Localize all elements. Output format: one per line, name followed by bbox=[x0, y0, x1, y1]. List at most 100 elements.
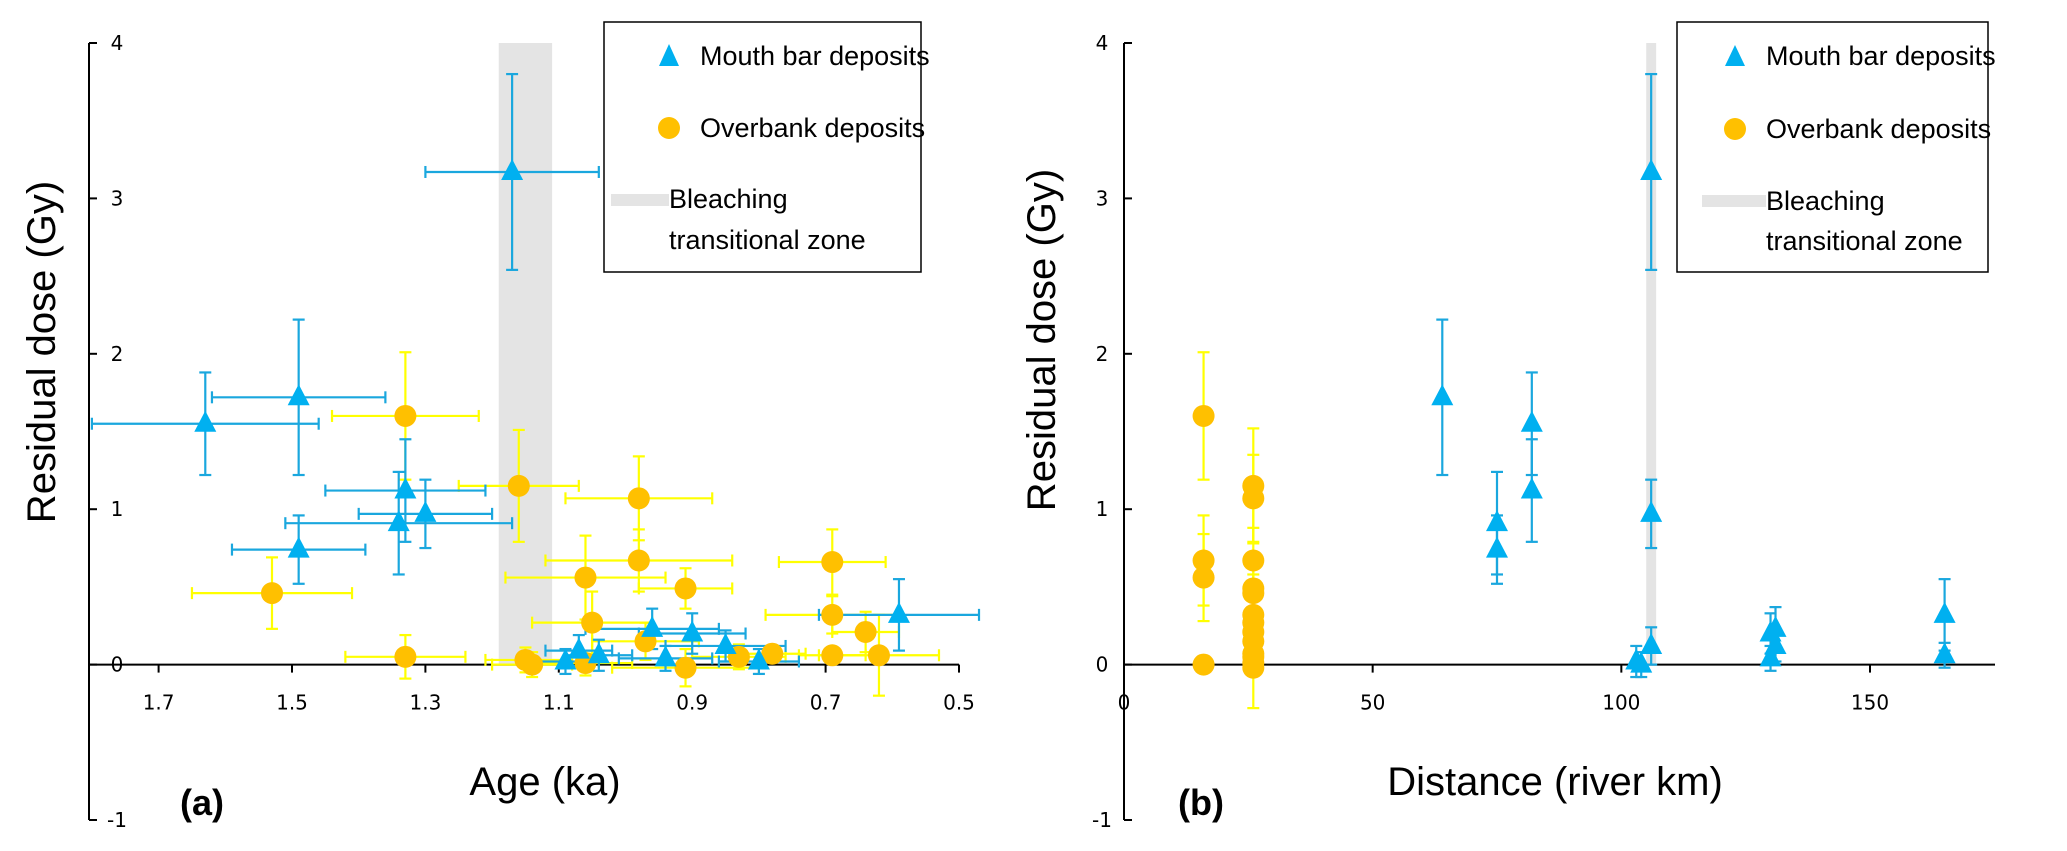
overbank-point bbox=[574, 566, 597, 589]
overbank-point bbox=[854, 620, 877, 643]
overbank-point bbox=[1192, 566, 1215, 589]
x-tick-label: 0 bbox=[1118, 691, 1131, 715]
y-tick-label: 3 bbox=[111, 186, 124, 210]
overbank-point bbox=[674, 656, 697, 679]
mouth-bar-point bbox=[1520, 410, 1543, 432]
mouth-bar-point bbox=[714, 632, 737, 654]
overbank-point bbox=[507, 474, 530, 497]
mouth-bar-point bbox=[501, 158, 524, 180]
legend-zone-label-line2: transitional zone bbox=[1766, 226, 1963, 256]
overbank-point bbox=[260, 582, 283, 605]
y-tick-label: 1 bbox=[111, 497, 124, 521]
panel-b-axes: 4 3 2 1 0 -1 0 50 100 150 bbox=[1092, 31, 1995, 832]
legend-mouth-bar-label: Mouth bar deposits bbox=[700, 41, 930, 71]
y-tick-label: 2 bbox=[111, 342, 124, 366]
y-tick-label: 3 bbox=[1096, 186, 1109, 210]
mouth-bar-point bbox=[1640, 158, 1663, 180]
overbank-point bbox=[867, 644, 890, 667]
mouth-bar-point bbox=[287, 384, 310, 406]
x-tick-label: 0.7 bbox=[810, 691, 842, 715]
legend-zone-swatch bbox=[611, 194, 669, 206]
panel-a-x-axis-title: Age (ka) bbox=[469, 760, 620, 804]
panel-b-distance-plot: 4 3 2 1 0 -1 0 50 100 150 Residual dose (Gy) Dist… bbox=[1020, 21, 1996, 832]
panel-b-x-axis-title: Distance (river km) bbox=[1387, 760, 1723, 804]
mouth-bar-point bbox=[1759, 645, 1782, 667]
legend-circle-icon bbox=[658, 117, 680, 139]
mouth-bar-point bbox=[567, 637, 590, 659]
x-tick-label: 0.9 bbox=[676, 691, 708, 715]
y-tick-label: 0 bbox=[1096, 653, 1109, 677]
legend-overbank-label: Overbank deposits bbox=[1766, 114, 1991, 144]
mouth-bar-point bbox=[681, 620, 704, 642]
overbank-point bbox=[581, 611, 604, 634]
x-tick-label: 50 bbox=[1360, 691, 1385, 715]
legend-zone-label-line2: transitional zone bbox=[669, 225, 866, 255]
x-tick-label: 150 bbox=[1851, 691, 1889, 715]
overbank-point bbox=[821, 603, 844, 626]
overbank-point bbox=[1242, 656, 1265, 679]
y-tick-label: -1 bbox=[107, 808, 127, 832]
overbank-point bbox=[1242, 549, 1265, 572]
mouth-bar-point bbox=[1640, 500, 1663, 522]
mouth-bar-point bbox=[1933, 601, 1956, 623]
legend-zone-label-line1: Bleaching bbox=[669, 184, 788, 214]
panel-a-label: (a) bbox=[180, 782, 224, 823]
bleaching-zone-band bbox=[498, 43, 553, 665]
bleaching-zone-band bbox=[1646, 43, 1657, 665]
legend-overbank-label: Overbank deposits bbox=[700, 113, 925, 143]
overbank-point bbox=[627, 487, 650, 510]
y-tick-label: -1 bbox=[1092, 808, 1112, 832]
x-tick-label: 1.7 bbox=[143, 691, 175, 715]
x-tick-label: 1.3 bbox=[409, 691, 441, 715]
panel-a-y-axis-title: Residual dose (Gy) bbox=[20, 181, 64, 523]
mouth-bar-point bbox=[1630, 651, 1653, 673]
legend-circle-icon bbox=[1724, 118, 1746, 140]
mouth-bar-point bbox=[1486, 536, 1508, 558]
y-tick-label: 1 bbox=[1096, 497, 1109, 521]
bleaching-zone-rect bbox=[1646, 43, 1657, 665]
overbank-point bbox=[1192, 404, 1215, 427]
legend-zone-swatch bbox=[1702, 195, 1766, 207]
mouth-bar-point bbox=[587, 642, 610, 664]
overbank-point bbox=[821, 644, 844, 667]
legend-box bbox=[603, 21, 922, 273]
overbank-point bbox=[394, 645, 417, 668]
mouth-bar-point bbox=[887, 601, 910, 623]
bleaching-zone-rect bbox=[498, 43, 553, 665]
y-tick-label: 4 bbox=[1096, 31, 1109, 55]
panel-b-y-axis-title: Residual dose (Gy) bbox=[1020, 169, 1064, 511]
mouth-bar-point bbox=[1640, 632, 1663, 654]
mouth-bar-point bbox=[1431, 384, 1454, 406]
mouth-bar-point bbox=[387, 510, 410, 532]
mouth-bar-point bbox=[287, 536, 310, 558]
overbank-point bbox=[1192, 549, 1215, 572]
mouth-bar-point bbox=[1520, 477, 1543, 499]
overbank-point bbox=[521, 653, 544, 676]
panel-b-markers bbox=[1192, 158, 1956, 679]
overbank-point bbox=[1242, 487, 1265, 510]
x-tick-label: 0.5 bbox=[943, 691, 975, 715]
x-tick-label: 1.5 bbox=[276, 691, 308, 715]
mouth-bar-point bbox=[1933, 642, 1956, 664]
overbank-point bbox=[627, 549, 650, 572]
mouth-bar-point bbox=[414, 500, 437, 522]
x-tick-label: 100 bbox=[1602, 691, 1640, 715]
overbank-point bbox=[761, 642, 784, 665]
panel-a-legend: Mouth bar deposits Overbank deposits Ble… bbox=[603, 21, 930, 273]
mouth-bar-point bbox=[554, 648, 577, 670]
y-tick-label: 4 bbox=[111, 31, 124, 55]
overbank-point bbox=[674, 577, 697, 600]
mouth-bar-point bbox=[1486, 510, 1508, 532]
legend-triangle-icon bbox=[659, 44, 679, 66]
mouth-bar-point bbox=[654, 645, 677, 667]
mouth-bar-point bbox=[641, 615, 664, 637]
overbank-point bbox=[394, 404, 417, 427]
overbank-point bbox=[1192, 653, 1215, 676]
mouth-bar-point bbox=[747, 648, 770, 670]
panel-b-label: (b) bbox=[1178, 782, 1224, 823]
overbank-point bbox=[821, 551, 844, 574]
mouth-bar-point bbox=[194, 410, 217, 432]
y-tick-label: 2 bbox=[1096, 342, 1109, 366]
